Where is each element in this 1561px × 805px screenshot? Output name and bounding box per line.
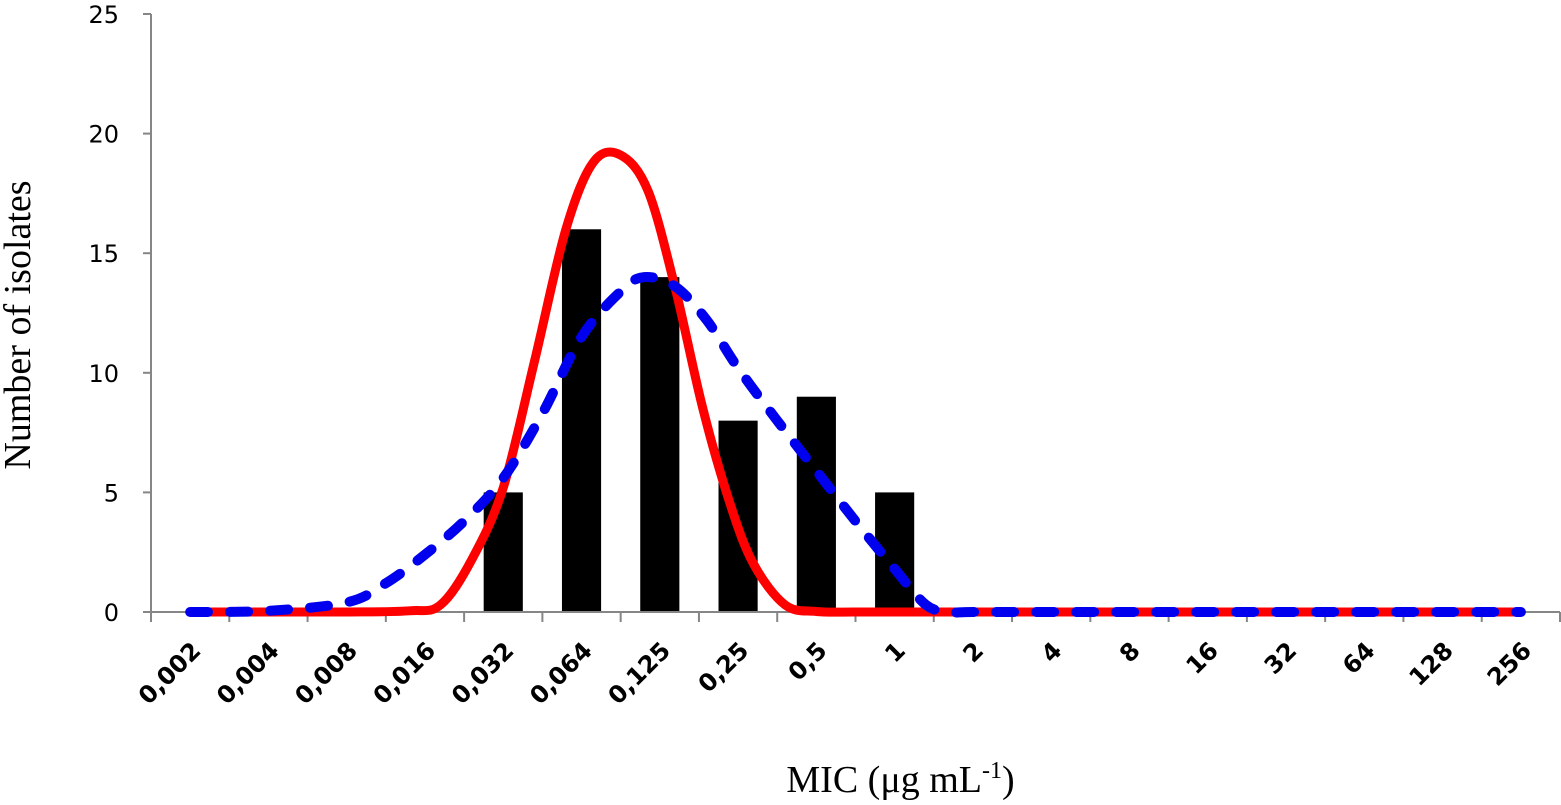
x-tick-label: 1 [879, 636, 911, 668]
y-ticks-group: 0 5 10 15 20 25 [88, 1, 151, 627]
x-ticks-group: 0,002 0,004 0,008 0,016 0,032 0,064 0,125 0,25 0… [133, 612, 1561, 710]
bar-0,064 [561, 229, 602, 612]
bar-0,032 [483, 492, 523, 612]
y-tick-label: 10 [88, 360, 119, 388]
x-tick-label: 0,002 [133, 636, 206, 709]
x-tick-label: 2 [958, 636, 990, 668]
line-fit-dashed [185, 271, 1526, 618]
x-tick-label: 0,064 [524, 636, 597, 709]
line-fit-solid [185, 147, 1526, 617]
y-tick-label: 5 [104, 479, 119, 507]
x-tick-label: 0,125 [603, 636, 676, 709]
x-axis-title-close: ) [1002, 759, 1015, 801]
bar-0,5 [796, 396, 836, 612]
y-tick-label: 25 [88, 1, 119, 29]
x-axis-title-main: MIC (μg mL [786, 759, 982, 801]
x-tick-label: 128 [1404, 636, 1459, 691]
lines-group [185, 147, 1526, 618]
y-tick-label: 0 [104, 599, 119, 627]
x-axis-title-sup: -1 [982, 758, 1002, 784]
x-tick-label: 0,032 [446, 636, 519, 709]
x-tick-label: 32 [1259, 636, 1302, 679]
x-tick-label: 0,016 [368, 636, 441, 709]
x-tick-label: 256 [1482, 636, 1537, 691]
x-tick-label: 8 [1114, 636, 1146, 668]
x-tick-label: 16 [1181, 636, 1224, 679]
bars-group [483, 229, 915, 612]
x-tick-label: 0,25 [693, 636, 755, 698]
x-tick-label: 0,008 [289, 636, 362, 709]
bar-0,125 [640, 277, 680, 612]
y-tick-label: 20 [88, 121, 119, 149]
y-tick-label: 15 [88, 240, 119, 268]
y-axis-title: Number of isolates [0, 180, 39, 469]
x-tick-label: 0,5 [783, 636, 833, 686]
x-tick-label: 0,004 [211, 636, 284, 709]
x-axis-title: MIC (μg mL-1) [786, 758, 1014, 801]
x-tick-label: 64 [1337, 636, 1380, 679]
x-tick-label: 4 [1036, 636, 1068, 668]
